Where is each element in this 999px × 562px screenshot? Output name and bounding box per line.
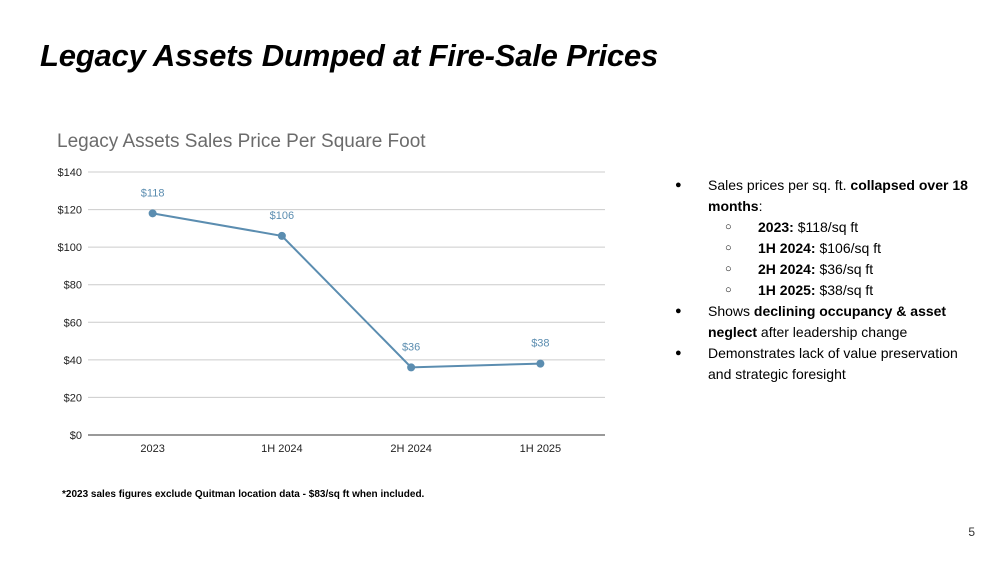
bullet-text: Sales prices per sq. ft. bbox=[708, 177, 851, 193]
sub-bullet-item: 2H 2024: $36/sq ft bbox=[675, 259, 975, 280]
sub-bullet-label: 2H 2024: bbox=[758, 261, 816, 277]
bullet-item: Demonstrates lack of value preservation … bbox=[675, 343, 975, 385]
page-number: 5 bbox=[968, 525, 975, 539]
x-tick-label: 2023 bbox=[140, 443, 164, 455]
line-chart-svg: $0 $20 $40 $60 $80 $100 $120 $140 2023 1H 2024 2H … bbox=[58, 167, 605, 455]
sub-bullet-value: $106/sq ft bbox=[815, 240, 881, 256]
bullet-text: after leadership change bbox=[757, 324, 908, 340]
y-tick-label: $80 bbox=[64, 280, 82, 292]
sub-bullet-item: 2023: $118/sq ft bbox=[675, 217, 975, 238]
sub-bullet-value: $118/sq ft bbox=[793, 219, 859, 235]
sub-bullet-label: 1H 2024: bbox=[758, 240, 816, 256]
y-tick-label: $20 bbox=[64, 392, 82, 404]
y-tick-label: $60 bbox=[64, 317, 82, 329]
data-point bbox=[536, 359, 545, 368]
sub-bullet-value: $36/sq ft bbox=[815, 261, 874, 277]
sub-bullet-item: 1H 2024: $106/sq ft bbox=[675, 238, 975, 259]
slide-title: Legacy Assets Dumped at Fire-Sale Prices bbox=[40, 38, 659, 73]
data-label: $36 bbox=[402, 341, 420, 353]
bullet-text: : bbox=[758, 198, 763, 214]
bullet-bold: collapsed over 18 months bbox=[708, 177, 968, 214]
data-label: $38 bbox=[531, 338, 549, 350]
y-tick-label: $100 bbox=[58, 242, 82, 254]
sub-bullet-value: $38/sq ft bbox=[815, 282, 874, 298]
y-tick-label: $140 bbox=[58, 167, 82, 179]
sub-bullet-item: 1H 2025: $38/sq ft bbox=[675, 280, 975, 301]
data-label: $118 bbox=[141, 187, 165, 199]
y-tick-label: $40 bbox=[64, 355, 82, 367]
y-tick-label: $120 bbox=[58, 205, 82, 217]
data-point bbox=[148, 209, 157, 218]
sub-bullet-group: 2023: $118/sq ft 1H 2024: $106/sq ft 2H … bbox=[675, 217, 975, 301]
x-tick-label: 1H 2025 bbox=[520, 443, 562, 455]
chart: Legacy Assets Sales Price Per Square Foo… bbox=[57, 131, 605, 455]
bullet-bold: declining occupancy & asset neglect bbox=[708, 303, 947, 340]
data-label: $106 bbox=[270, 210, 294, 222]
y-tick-label: $0 bbox=[70, 430, 82, 442]
chart-footnote: *2023 sales figures exclude Quitman loca… bbox=[62, 489, 425, 500]
bullet-text: Demonstrates lack of value preservation … bbox=[708, 345, 958, 382]
data-point bbox=[277, 231, 286, 240]
bullet-item: Sales prices per sq. ft. collapsed over … bbox=[675, 175, 975, 217]
x-tick-label: 1H 2024 bbox=[261, 443, 303, 455]
bullet-item: Shows declining occupancy & asset neglec… bbox=[675, 301, 975, 343]
sub-bullet-label: 2023: bbox=[758, 219, 794, 235]
series-line bbox=[152, 212, 541, 369]
x-tick-label: 2H 2024 bbox=[390, 443, 432, 455]
bullet-text: Shows bbox=[708, 303, 754, 319]
sub-bullet-label: 1H 2025: bbox=[758, 282, 816, 298]
data-point bbox=[407, 363, 416, 372]
bullet-list: Sales prices per sq. ft. collapsed over … bbox=[675, 175, 975, 385]
chart-title: Legacy Assets Sales Price Per Square Foo… bbox=[57, 131, 426, 152]
